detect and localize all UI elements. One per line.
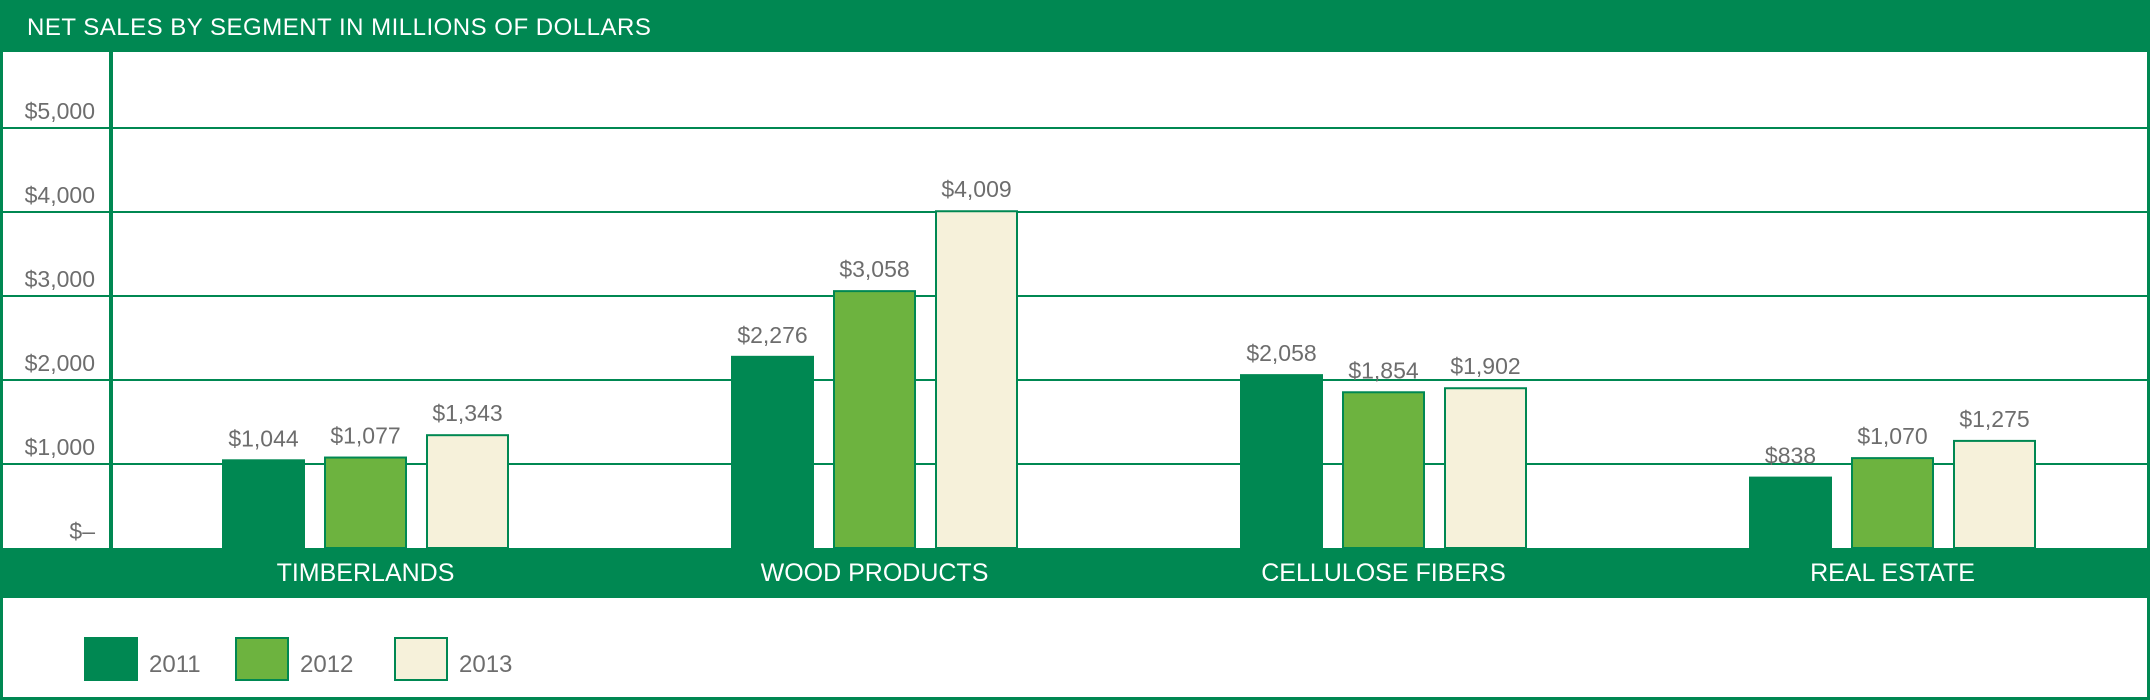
data-label: $1,077 xyxy=(330,423,400,449)
bar xyxy=(833,290,916,549)
title-bar: NET SALES BY SEGMENT IN MILLIONS OF DOLL… xyxy=(3,3,2147,52)
bar xyxy=(1851,457,1934,549)
bar xyxy=(1240,374,1323,549)
data-label: $1,343 xyxy=(432,400,502,426)
chart-svg: $– $1,000 $2,000 $3,000 $4,000 $5,000 $1,044 $1… xyxy=(3,52,2147,681)
category-label: CELLULOSE FIBERS xyxy=(1261,559,1506,587)
data-label: $1,854 xyxy=(1348,357,1419,383)
data-label: $1,070 xyxy=(1857,423,1927,449)
bar xyxy=(324,456,407,550)
bar xyxy=(731,355,814,550)
legend-swatch xyxy=(235,637,289,681)
chart-title: NET SALES BY SEGMENT IN MILLIONS OF DOLL… xyxy=(27,14,652,41)
legend-label: 2013 xyxy=(459,651,512,678)
data-label: $3,058 xyxy=(839,256,909,282)
legend-swatch xyxy=(84,637,138,681)
category-label: WOOD PRODUCTS xyxy=(761,559,989,587)
data-label: $1,275 xyxy=(1959,406,2029,432)
bar xyxy=(935,210,1018,550)
y-tick-label: $4,000 xyxy=(25,182,95,208)
data-label: $4,009 xyxy=(941,176,1011,202)
y-tick-label: $1,000 xyxy=(25,434,95,460)
y-tick-label: $2,000 xyxy=(25,350,95,376)
bar xyxy=(426,434,509,549)
data-label: $1,044 xyxy=(228,425,299,451)
legend-label: 2011 xyxy=(149,651,201,678)
y-tick-label: $– xyxy=(69,518,95,544)
bar xyxy=(1749,476,1832,549)
category-axis-band xyxy=(3,548,2147,598)
legend-swatch xyxy=(394,637,448,681)
bar xyxy=(222,459,305,549)
bar xyxy=(1444,387,1527,549)
data-label: $2,058 xyxy=(1246,340,1316,366)
y-tick-label: $5,000 xyxy=(25,98,95,124)
y-tick-label: $3,000 xyxy=(25,266,95,292)
data-label: $838 xyxy=(1765,443,1816,469)
category-label: REAL ESTATE xyxy=(1810,559,1975,587)
data-label: $1,902 xyxy=(1450,353,1520,379)
bar xyxy=(1953,439,2036,549)
category-label: TIMBERLANDS xyxy=(277,559,455,587)
data-label: $2,276 xyxy=(737,322,807,348)
legend-label: 2012 xyxy=(300,651,353,678)
bar xyxy=(1342,391,1425,549)
